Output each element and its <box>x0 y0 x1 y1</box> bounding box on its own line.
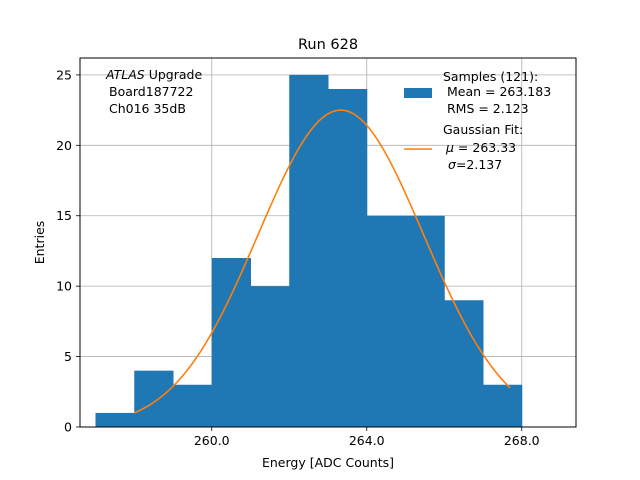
info-annotation: ATLAS Upgrade Board187722 Ch016 35dB <box>105 67 202 116</box>
x-tick-label: 264.0 <box>349 433 385 448</box>
sigma-symbol: σ <box>448 157 457 172</box>
histogram-bar <box>289 74 329 428</box>
histogram-bar <box>328 88 368 427</box>
histogram-bar <box>444 300 484 427</box>
legend-samples-line-3: RMS = 2.123 <box>443 101 529 116</box>
upgrade-label: Upgrade <box>145 67 203 82</box>
legend-fit-title: Gaussian Fit: <box>443 122 523 137</box>
atlas-label: ATLAS <box>105 67 145 82</box>
y-tick-label: 10 <box>56 279 72 294</box>
channel-label: Ch016 35dB <box>109 101 186 116</box>
legend-histogram-swatch <box>404 88 432 98</box>
axes-frame <box>79 57 577 428</box>
legend-fit-sigma-line: σ=2.137 <box>448 157 502 172</box>
y-tick-label: 20 <box>56 138 72 153</box>
histogram-bar <box>95 412 135 427</box>
legend-fit-mu-line: μ = 263.33 <box>445 140 516 155</box>
x-axis-label: Energy [ADC Counts] <box>262 455 394 470</box>
board-label: Board187722 <box>109 84 193 99</box>
x-tick-label: 260.0 <box>194 433 230 448</box>
legend-samples-line-1: Samples (121): <box>443 69 538 84</box>
mu-value: = 263.33 <box>454 140 516 155</box>
histogram-bar <box>134 370 174 427</box>
histogram-bar <box>483 384 523 427</box>
annotation-line-1: ATLAS Upgrade <box>105 67 202 82</box>
x-tick-label: 268.0 <box>504 433 540 448</box>
sigma-value: =2.137 <box>456 157 502 172</box>
y-tick-label: 0 <box>64 420 72 435</box>
histogram-bar <box>173 384 213 427</box>
histogram-bar <box>405 215 445 427</box>
legend: Samples (121): Mean = 263.183 RMS = 2.12… <box>404 69 551 172</box>
mu-symbol: μ <box>445 140 454 155</box>
gaussian-fit-curve <box>133 109 511 414</box>
histogram-bar <box>250 286 290 427</box>
histogram-bar <box>211 257 251 427</box>
y-axis-label: Entries <box>32 221 47 265</box>
chart-title: Run 628 <box>298 37 358 53</box>
y-axis-ticks: 0 5 10 15 20 25 <box>56 67 80 435</box>
y-tick-label: 25 <box>56 67 72 82</box>
x-axis-ticks: 260.0 264.0 268.0 <box>194 427 540 448</box>
y-tick-label: 15 <box>56 208 72 223</box>
legend-samples-line-2: Mean = 263.183 <box>443 84 551 99</box>
y-tick-label: 5 <box>64 349 72 364</box>
histogram-bar <box>366 215 406 427</box>
